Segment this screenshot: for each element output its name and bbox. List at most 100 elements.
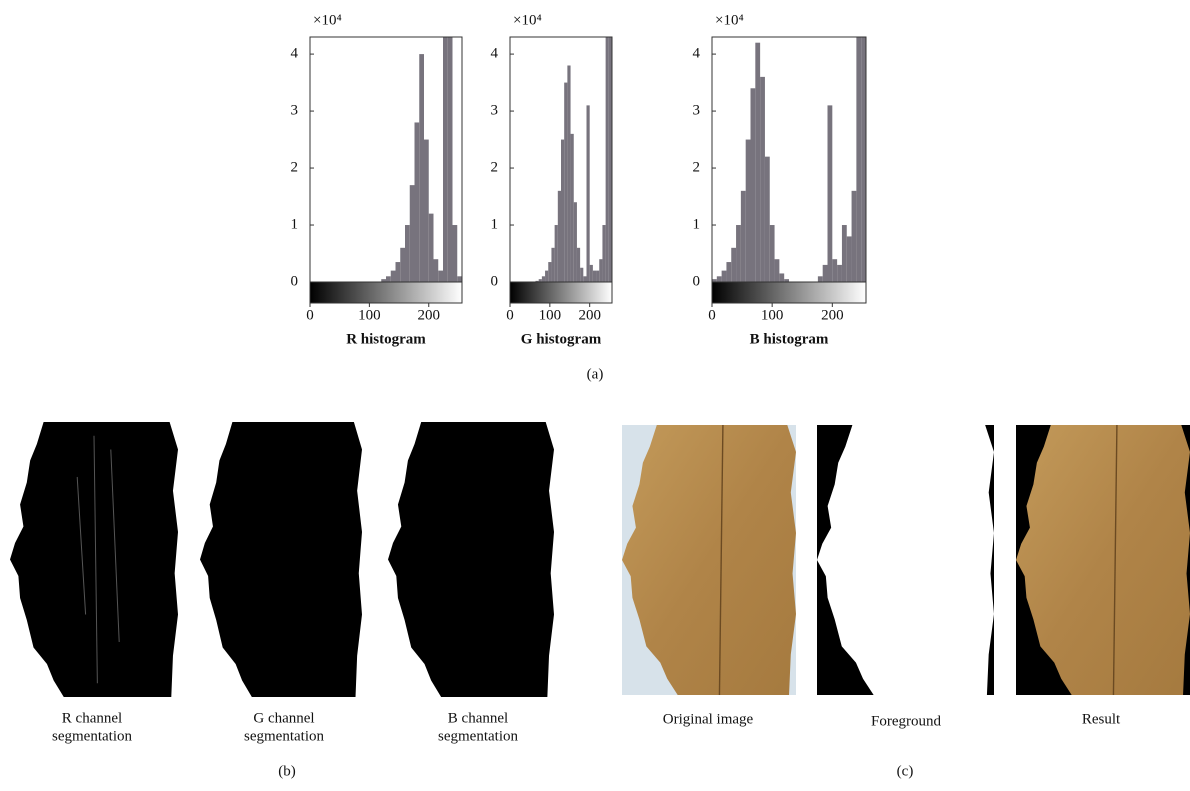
histogram-bar [741, 191, 746, 282]
histogram-bar [599, 259, 602, 282]
histogram-bar [434, 259, 439, 282]
histogram-bar [405, 225, 410, 282]
caption: segmentation [52, 728, 132, 744]
colorbar [712, 282, 866, 303]
result-images [622, 425, 1190, 695]
histogram-bar [770, 225, 775, 282]
y-tick-label: 4 [693, 46, 701, 62]
histogram-bar [722, 271, 727, 282]
histogram-bar [751, 88, 756, 282]
x-axis-label: R histogram [346, 331, 426, 347]
histogram-bar [775, 259, 780, 282]
histogram-bar [765, 157, 770, 282]
histogram-bar [602, 225, 605, 282]
histogram-bar [564, 83, 567, 282]
histogram-bar [453, 225, 458, 282]
caption: Foreground [871, 713, 941, 729]
y-tick-label: 2 [693, 159, 701, 175]
histogram-bar [415, 122, 420, 282]
x-tick-label: 200 [418, 307, 441, 323]
histogram-bar [587, 105, 590, 282]
x-tick-label: 100 [761, 307, 784, 323]
y-tick-label: 3 [693, 103, 701, 119]
histogram-bar [577, 248, 580, 282]
histogram-bar [842, 225, 847, 282]
histogram-bar [755, 43, 760, 282]
y-tick-label: 4 [291, 46, 299, 62]
x-tick-label: 100 [358, 307, 381, 323]
y-tick-label: 0 [491, 273, 499, 289]
x-tick-label: 100 [539, 307, 562, 323]
histogram-bar [779, 273, 784, 282]
histogram-bar [590, 265, 593, 282]
caption: G channel [253, 710, 314, 726]
x-axis-label: B histogram [750, 331, 829, 347]
y-tick-label: 1 [693, 216, 701, 232]
x-tick-label: 0 [506, 307, 514, 323]
x-tick-label: 200 [821, 307, 844, 323]
y-tick-label: 2 [491, 159, 499, 175]
histogram-bar [818, 276, 823, 282]
histogram-bar [736, 225, 741, 282]
histogram-bar [400, 248, 405, 282]
y-tick-label: 0 [693, 273, 701, 289]
colorbar [510, 282, 612, 303]
colorbar [310, 282, 462, 303]
histogram-bar [861, 37, 866, 282]
caption: Original image [663, 711, 754, 727]
x-tick-label: 0 [708, 307, 716, 323]
y-scale-label: ×10⁴ [513, 12, 542, 28]
histogram-bar [837, 265, 842, 282]
y-tick-label: 3 [291, 103, 299, 119]
caption: R channel [62, 710, 122, 726]
histogram-bar [429, 214, 434, 282]
y-tick-label: 3 [491, 103, 499, 119]
histogram-bar [726, 262, 731, 282]
subfigure-label: (c) [897, 763, 914, 779]
histogram-bar [596, 271, 599, 282]
histogram-bar [419, 54, 424, 282]
histogram-bar [856, 37, 861, 282]
histogram-bar [828, 105, 833, 282]
caption: B channel [448, 710, 508, 726]
y-tick-label: 1 [291, 216, 299, 232]
histogram-bar [542, 276, 545, 282]
histogram-bar [548, 262, 551, 282]
figure: (a) (b) (c) R channel segmentation G cha… [0, 0, 1190, 786]
histogram-bar [438, 271, 443, 282]
histogram-bar [832, 259, 837, 282]
segmentation-images [10, 422, 554, 697]
histogram-bar [443, 37, 448, 282]
histogram-bar [823, 265, 828, 282]
y-tick-label: 0 [291, 273, 299, 289]
histogram-bar [424, 140, 429, 282]
histogram-bar [545, 271, 548, 282]
subfigure-label: (a) [587, 366, 604, 382]
subfigure-label: (b) [278, 763, 296, 779]
x-axis-label: G histogram [521, 331, 602, 347]
histogram-bar [571, 134, 574, 282]
histogram-bar [583, 276, 586, 282]
y-tick-label: 2 [291, 159, 299, 175]
y-scale-label: ×10⁴ [715, 12, 744, 28]
y-scale-label: ×10⁴ [313, 12, 342, 28]
histogram-bar [580, 268, 583, 282]
histogram-bar [391, 271, 396, 282]
histogram-bar [847, 236, 852, 282]
histogram-bar [593, 271, 596, 282]
y-tick-label: 4 [491, 46, 499, 62]
histogram-bar [410, 185, 415, 282]
histogram-bar [396, 262, 401, 282]
histogram-bar [558, 191, 561, 282]
histogram-bar [567, 65, 570, 282]
histogram-bar [448, 37, 453, 282]
histogram-bar [852, 191, 857, 282]
histogram-bar [746, 140, 751, 282]
histogram-bar [457, 276, 462, 282]
histogram-bar [717, 276, 722, 282]
histogram-bar [386, 276, 391, 282]
histogram-bar [555, 225, 558, 282]
plot-frame [310, 37, 462, 282]
histogram-bar [731, 248, 736, 282]
y-tick-label: 1 [491, 216, 499, 232]
